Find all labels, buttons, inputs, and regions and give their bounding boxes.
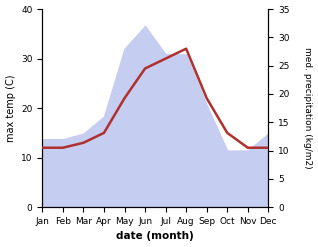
Y-axis label: med. precipitation (kg/m2): med. precipitation (kg/m2): [303, 47, 313, 169]
Y-axis label: max temp (C): max temp (C): [5, 74, 16, 142]
X-axis label: date (month): date (month): [116, 231, 194, 242]
